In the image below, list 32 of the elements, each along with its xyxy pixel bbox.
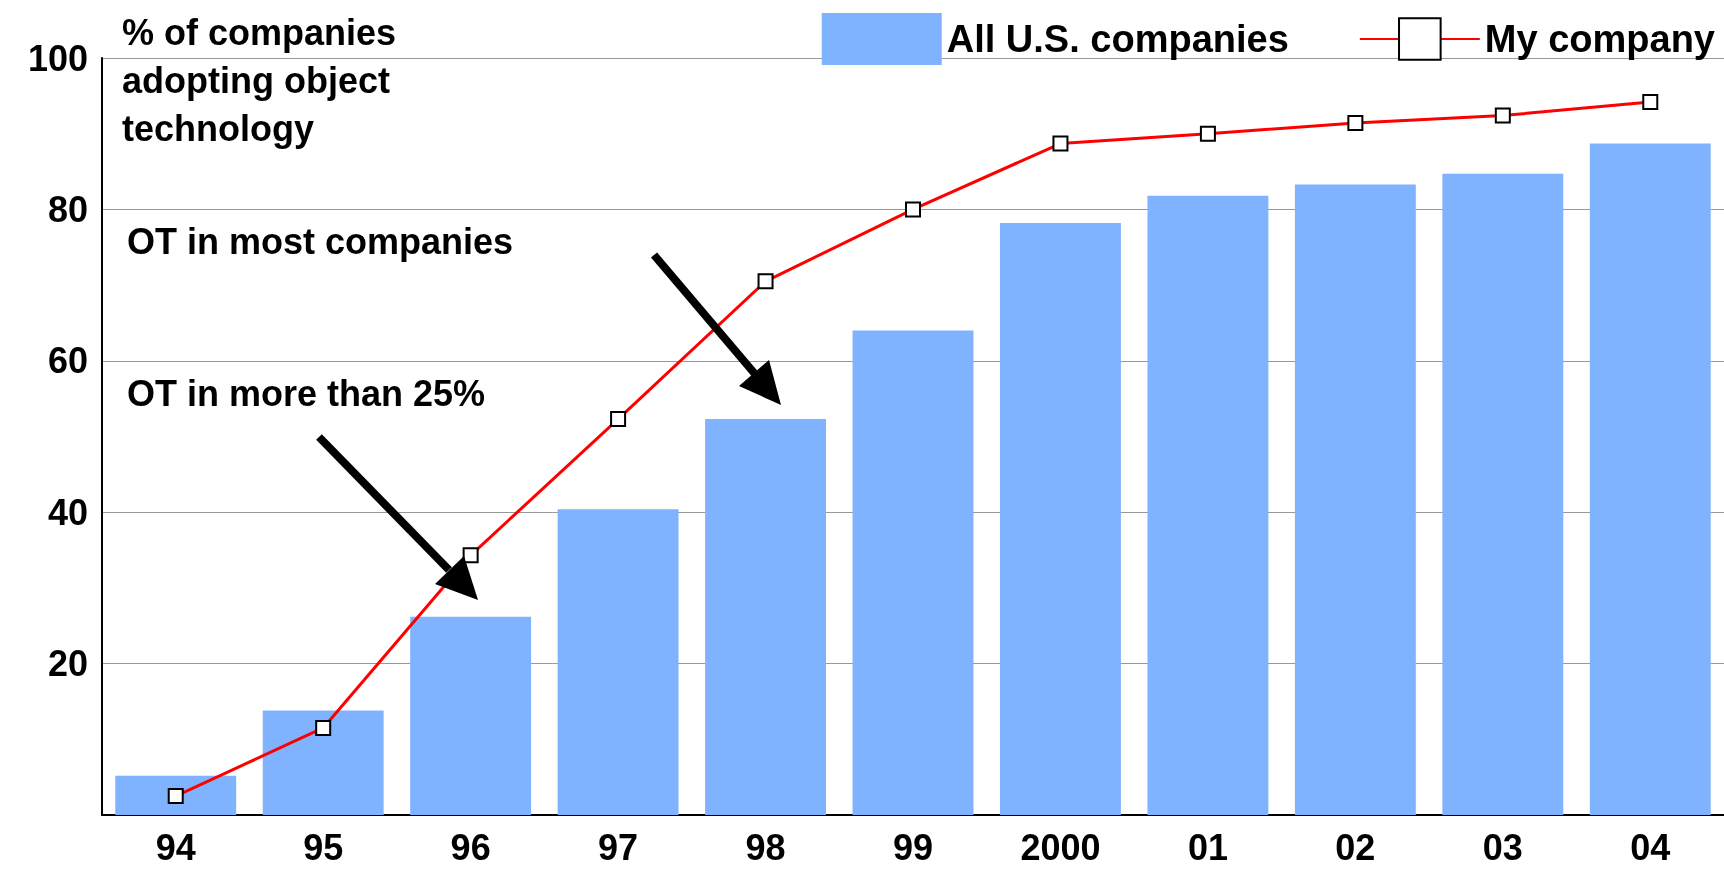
bar [262,710,384,815]
x-tick-label: 95 [303,826,344,868]
x-tick-label: 99 [892,826,934,868]
x-tick-label: 94 [155,826,196,868]
bar [1147,195,1269,815]
bar [852,330,974,815]
legend-label: All U.S. companies [946,18,1289,60]
y-tick-label: 20 [47,643,88,685]
bar [115,775,237,815]
bar [1589,143,1711,815]
bar [1000,223,1121,815]
x-tick-label: 02 [1335,826,1376,868]
y-tick-label: 100 [27,37,88,79]
y-tick-label: 60 [47,340,88,382]
x-tick-label: 04 [1630,826,1671,868]
annotation: OT in most companies [127,220,514,262]
y-axis-title: % of companies adopting object technology [122,11,407,149]
y-tick-label: 80 [47,188,88,230]
bar [410,616,532,815]
legend-label: My company [1484,18,1715,60]
x-tick-label: 03 [1482,826,1523,868]
bar [705,419,826,815]
bar [1442,173,1564,815]
x-tick-label: 2000 [1020,826,1101,868]
x-tick-label: 98 [745,826,786,868]
annotation: OT in more than 25% [127,372,486,414]
x-tick-label: 97 [598,826,639,868]
x-tick-label: 01 [1187,826,1228,868]
bar [557,509,679,815]
y-tick-label: 40 [47,491,88,533]
x-tick-label: 96 [450,826,491,868]
bar [1294,184,1416,815]
